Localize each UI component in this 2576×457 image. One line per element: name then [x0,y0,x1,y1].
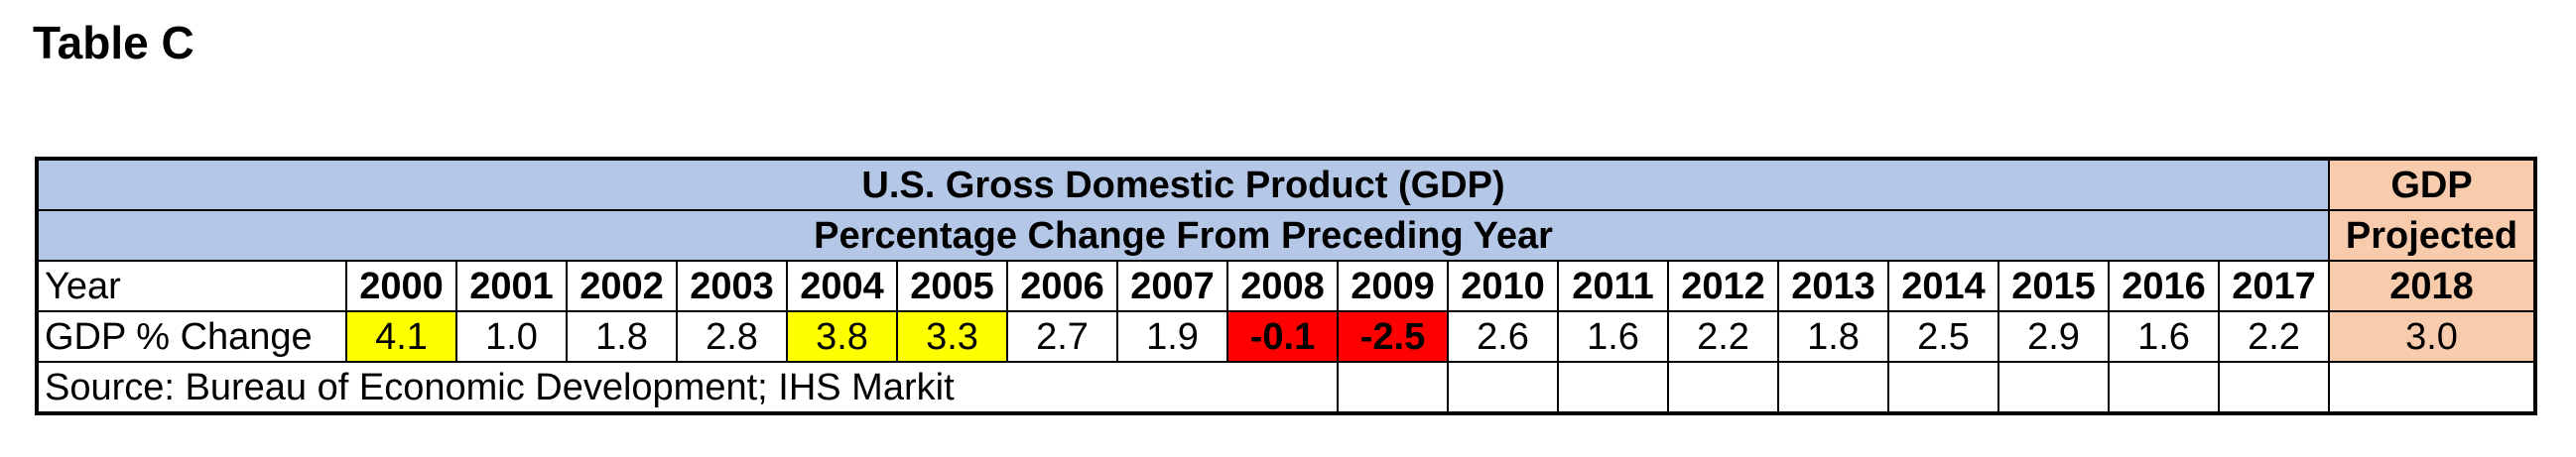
gdp-change-cell-2008: -0.1 [1226,310,1339,363]
projected-year-cell: 2018 [2328,260,2536,312]
year-row: Year 2000 2001 2002 2003 2004 2005 2006 2007 200… [36,260,2536,312]
source-row-empty-cell [1337,361,1449,414]
year-cell-2003: 2003 [676,260,788,312]
source-row: Source: Bureau of Economic Development; … [36,361,2536,414]
gdp-change-cell-2011: 1.6 [1557,310,1669,363]
gdp-change-cell-2012: 2.2 [1667,310,1779,363]
change-row-label: GDP % Change [36,310,347,363]
page-title: Table C [33,17,194,68]
gdp-change-cell-2003: 2.8 [676,310,788,363]
gdp-change-cell-2014: 2.5 [1887,310,1999,363]
gdp-change-cell-2007: 1.9 [1116,310,1228,363]
source-note: Source: Bureau of Economic Development; … [36,361,1339,414]
year-cell-2016: 2016 [2108,260,2220,312]
source-row-empty-cell [1997,361,2110,414]
year-cell-2008: 2008 [1226,260,1339,312]
gdp-change-cell-2010: 2.6 [1447,310,1559,363]
header-row-2: Percentage Change From Preceding Year Pr… [36,209,2536,262]
year-cell-2011: 2011 [1557,260,1669,312]
source-row-empty-cell [2108,361,2220,414]
year-cell-2002: 2002 [566,260,678,312]
source-row-empty-cell [2218,361,2330,414]
year-row-label: Year [36,260,347,312]
year-cell-2001: 2001 [455,260,568,312]
gdp-change-cell-2016: 1.6 [2108,310,2220,363]
projected-header-label: Projected [2328,209,2536,262]
year-cell-2013: 2013 [1777,260,1889,312]
source-row-empty-cell [1667,361,1779,414]
gdp-change-cell-2000: 4.1 [345,310,457,363]
gdp-table: U.S. Gross Domestic Product (GDP) GDP Pe… [35,157,2537,415]
gdp-change-cell-2015: 2.9 [1997,310,2110,363]
year-cell-2010: 2010 [1447,260,1559,312]
year-cell-2014: 2014 [1887,260,1999,312]
year-cell-2017: 2017 [2218,260,2330,312]
gdp-change-cell-2013: 1.8 [1777,310,1889,363]
header-row-1: U.S. Gross Domestic Product (GDP) GDP [36,158,2536,211]
year-cell-2012: 2012 [1667,260,1779,312]
year-cell-2009: 2009 [1337,260,1449,312]
gdp-change-cell-2002: 1.8 [566,310,678,363]
table-header-title: U.S. Gross Domestic Product (GDP) [36,158,2330,211]
value-row: GDP % Change 4.1 1.0 1.8 2.8 3.8 3.3 2.7 1.9 -0.… [36,310,2536,363]
source-row-empty-cell [1447,361,1559,414]
projected-header-gdp: GDP [2328,158,2536,211]
year-cell-2005: 2005 [896,260,1008,312]
gdp-change-cell-2006: 2.7 [1006,310,1118,363]
table-header-subtitle: Percentage Change From Preceding Year [36,209,2330,262]
gdp-change-cell-2001: 1.0 [455,310,568,363]
gdp-change-cell-2009: -2.5 [1337,310,1449,363]
year-cell-2000: 2000 [345,260,457,312]
year-cell-2007: 2007 [1116,260,1228,312]
source-row-empty-cell [2328,361,2536,414]
source-row-empty-cell [1557,361,1669,414]
gdp-change-cell-2017: 2.2 [2218,310,2330,363]
gdp-change-cell-2005: 3.3 [896,310,1008,363]
gdp-change-cell-2004: 3.8 [786,310,898,363]
source-row-empty-cell [1887,361,1999,414]
source-row-empty-cell [1777,361,1889,414]
year-cell-2006: 2006 [1006,260,1118,312]
projected-value-cell: 3.0 [2328,310,2536,363]
year-cell-2015: 2015 [1997,260,2110,312]
year-cell-2004: 2004 [786,260,898,312]
